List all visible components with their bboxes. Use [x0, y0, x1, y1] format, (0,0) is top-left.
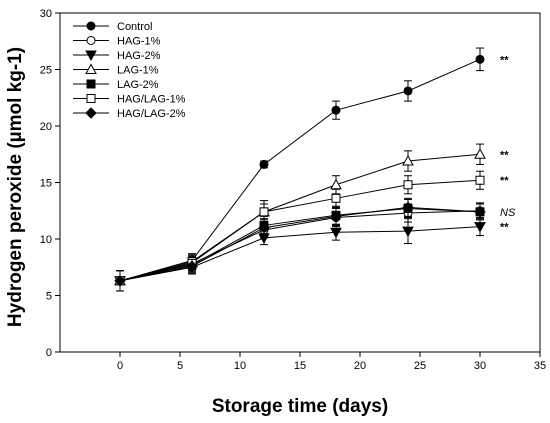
axes: 0 5 10 15 20 25 30 35 0 5 10 15 20 25 30 — [40, 8, 546, 372]
y-tick-label: 0 — [46, 347, 52, 359]
legend: Control HAG-1% HAG-2% LAG-1% LAG-2% HAG/LAG-1… — [73, 21, 186, 120]
data-point — [331, 193, 341, 203]
significance-label: NS — [500, 207, 516, 219]
legend-marker — [86, 94, 96, 103]
y-tick-label: 5 — [46, 291, 52, 303]
x-tick-label: 0 — [117, 360, 123, 372]
data-point — [186, 260, 198, 272]
data-point — [474, 148, 486, 159]
y-tick-label: 20 — [40, 121, 52, 133]
series-hag-lag-1- — [115, 170, 485, 292]
legend-marker — [86, 36, 96, 45]
data-point — [259, 207, 269, 217]
significance-label: ** — [500, 149, 509, 161]
y-axis-title: Hydrogen peroxide (µmol kg-1) — [5, 47, 26, 327]
legend-label: LAG-2% — [117, 79, 159, 91]
data-point — [403, 180, 413, 190]
series-control — [115, 47, 485, 292]
data-point — [402, 155, 414, 166]
y-tick-label: 25 — [40, 65, 52, 77]
x-tick-label: 10 — [234, 360, 246, 372]
data-point — [330, 178, 342, 190]
x-tick-label: 20 — [354, 360, 366, 372]
legend-label: HAG-2% — [117, 50, 161, 62]
x-axis-title: Storage time (days) — [212, 396, 388, 417]
series-hag-lag-2- — [114, 197, 486, 292]
significance-annotations: ** ** ** NS ** — [500, 54, 516, 233]
data-point — [330, 210, 342, 223]
legend-marker — [86, 21, 96, 31]
x-tick-label: 5 — [177, 360, 183, 372]
legend-label: HAG/LAG-1% — [117, 94, 186, 106]
data-point — [474, 206, 486, 218]
data-point — [474, 222, 486, 233]
y-tick-label: 15 — [40, 178, 52, 190]
data-point — [403, 86, 413, 96]
series-line — [119, 153, 481, 282]
legend-marker — [85, 63, 97, 74]
legend-label: HAG/LAG-2% — [117, 108, 186, 120]
series-line — [119, 206, 481, 282]
legend-marker — [86, 79, 96, 89]
legend-label: Control — [117, 21, 152, 33]
data-point — [330, 227, 342, 239]
significance-label: ** — [500, 54, 509, 66]
series-line — [119, 207, 481, 282]
data-point — [475, 54, 485, 64]
data-point — [475, 175, 485, 185]
significance-label: ** — [500, 175, 509, 187]
series-hag-2- — [114, 217, 486, 292]
legend-marker — [85, 107, 97, 119]
data-point — [402, 226, 414, 238]
x-tick-label: 25 — [414, 360, 426, 372]
x-tick-label: 15 — [294, 360, 306, 372]
data-point — [331, 105, 341, 115]
x-tick-label: 30 — [474, 360, 486, 372]
y-tick-label: 30 — [40, 8, 52, 20]
series-layer — [114, 47, 486, 292]
series-lag-2- — [115, 198, 485, 292]
data-point — [402, 201, 414, 214]
series-line — [119, 58, 481, 282]
series-line — [119, 210, 481, 282]
data-point — [114, 275, 126, 287]
data-point — [258, 221, 270, 234]
legend-marker — [85, 50, 97, 62]
legend-label: HAG-1% — [117, 36, 161, 48]
data-point — [259, 159, 269, 169]
legend-label: LAG-1% — [117, 65, 159, 77]
series-hag-1- — [115, 202, 485, 292]
series-line — [119, 179, 481, 282]
x-tick-label: 35 — [534, 360, 546, 372]
series-line — [119, 226, 481, 282]
y-tick-label: 10 — [40, 234, 52, 246]
significance-label: ** — [500, 222, 509, 234]
